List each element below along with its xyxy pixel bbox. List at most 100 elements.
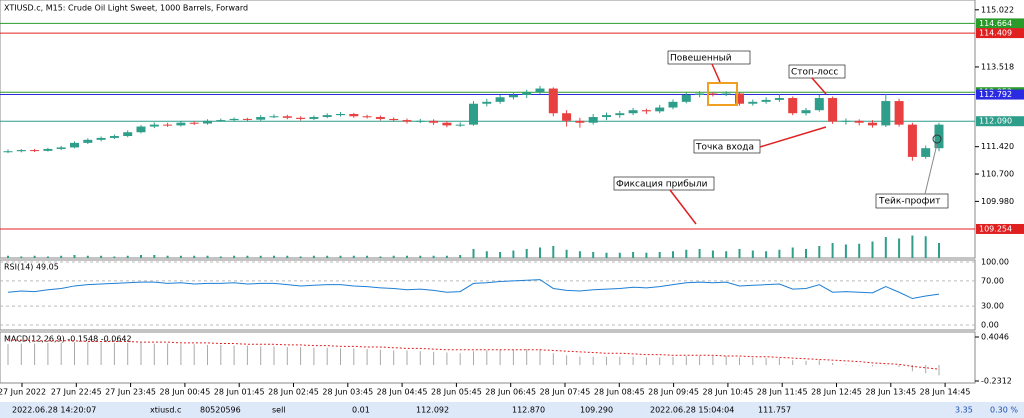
macd-bar [792, 360, 794, 365]
x-tick-label: 28 Jun 11:45 [757, 388, 808, 397]
macd-bar [113, 342, 115, 365]
volume-bar [406, 255, 408, 258]
volume-bar [618, 252, 621, 258]
candle-body [203, 120, 212, 124]
volume-bar [379, 256, 382, 258]
candle-body [721, 93, 731, 95]
candle-body [881, 101, 891, 126]
volume-bar [605, 252, 608, 258]
macd-bar [526, 349, 528, 365]
volume-bar [884, 237, 887, 258]
volume-bar [233, 255, 236, 258]
volume-bar [765, 251, 768, 258]
candle-body [655, 107, 665, 112]
trade-cell: sell [272, 406, 286, 415]
macd-bar [499, 349, 501, 365]
volume-bar [100, 255, 103, 258]
volume-bar [219, 256, 222, 258]
volume-bar [73, 255, 76, 258]
y-tick-label: 30.00 [981, 302, 1004, 311]
volume-bar [539, 247, 541, 258]
candle-body [482, 101, 492, 104]
macd-bar [579, 356, 581, 365]
y-tick-label: 70.00 [981, 276, 1004, 285]
y-tick-label: 100.00 [981, 258, 1009, 267]
volume-bar [246, 255, 249, 258]
y-tick-label: 110.700 [981, 170, 1014, 179]
candle-body [163, 124, 173, 126]
macd-bar [911, 365, 913, 372]
candle-body [216, 120, 226, 122]
macd-bar [193, 344, 195, 365]
macd-bar [552, 353, 554, 365]
candle-body [868, 122, 877, 126]
trade-cell: xtiusd.c [150, 406, 181, 415]
candle-body [189, 122, 199, 124]
macd-bar [167, 343, 169, 365]
macd-bar [260, 346, 262, 365]
macd-bar [433, 351, 435, 365]
candle-body [16, 150, 26, 152]
macd-bar [419, 351, 421, 365]
x-tick-label: 28 Jun 09:45 [648, 388, 699, 397]
macd-label: MACD(12,26,9) -0.1548 -0.0642 [4, 335, 132, 344]
macd-bar [473, 351, 474, 365]
label-box [875, 193, 949, 209]
candle-body [602, 115, 611, 118]
candle-body [242, 118, 252, 120]
macd-panel [0, 331, 976, 384]
y-tick-label: 111.420 [981, 142, 1014, 151]
volume-bar [871, 241, 874, 258]
volume-bar [485, 251, 488, 258]
candle-body [921, 148, 931, 157]
macd-bar [805, 360, 807, 365]
volume-bar [140, 255, 142, 258]
annotation: Стоп-лосс [791, 68, 838, 78]
macd-bar [47, 342, 49, 365]
y-tick-label: 109.980 [981, 197, 1014, 206]
candle-body [894, 101, 904, 125]
macd-bar [127, 342, 129, 365]
macd-bar [699, 356, 701, 365]
macd-bar [233, 345, 235, 365]
level-label: 112.792 [979, 90, 1012, 99]
candle-body [43, 148, 53, 151]
candle-body [229, 118, 239, 121]
candle-body [136, 126, 146, 133]
trade-cell: 0.01 [352, 406, 370, 415]
macd-bar [340, 348, 341, 365]
macd-bar [685, 356, 687, 365]
macd-bar [925, 365, 927, 374]
macd-bar [286, 347, 288, 365]
volume-bar [645, 252, 648, 258]
macd-bar [566, 355, 568, 365]
arrow [669, 189, 697, 225]
candle-body [3, 151, 13, 153]
candle-body [402, 120, 412, 122]
macd-bar [246, 345, 248, 365]
level-tag [976, 28, 1024, 39]
rsi-label: RSI(14) 49.05 [4, 263, 59, 272]
x-tick-label: 28 Jun 13:45 [865, 388, 916, 397]
macd-bar [898, 365, 900, 368]
annotations: Повешенный Стоп-лосс Точка входа Фиксаци… [613, 50, 949, 225]
macd-bar [659, 357, 661, 365]
level-tag [976, 223, 1024, 234]
macd-bar [619, 356, 621, 365]
macd-bar [885, 365, 887, 366]
y-tick-label: 0.4046 [981, 333, 1009, 342]
candle-body [841, 120, 851, 122]
volume-bar [286, 255, 289, 258]
volume-bar [113, 256, 116, 258]
macd-bar [300, 347, 302, 365]
annotation: Фиксация прибыли [616, 180, 708, 190]
macd-bar [938, 365, 940, 376]
trade-row [0, 402, 1024, 418]
candle-body [123, 132, 133, 137]
volume-bar [552, 246, 555, 258]
candle-body [282, 116, 292, 118]
candle-body [495, 97, 505, 102]
trade-cell: 80520596 [200, 406, 241, 415]
volume-bar [911, 235, 914, 258]
